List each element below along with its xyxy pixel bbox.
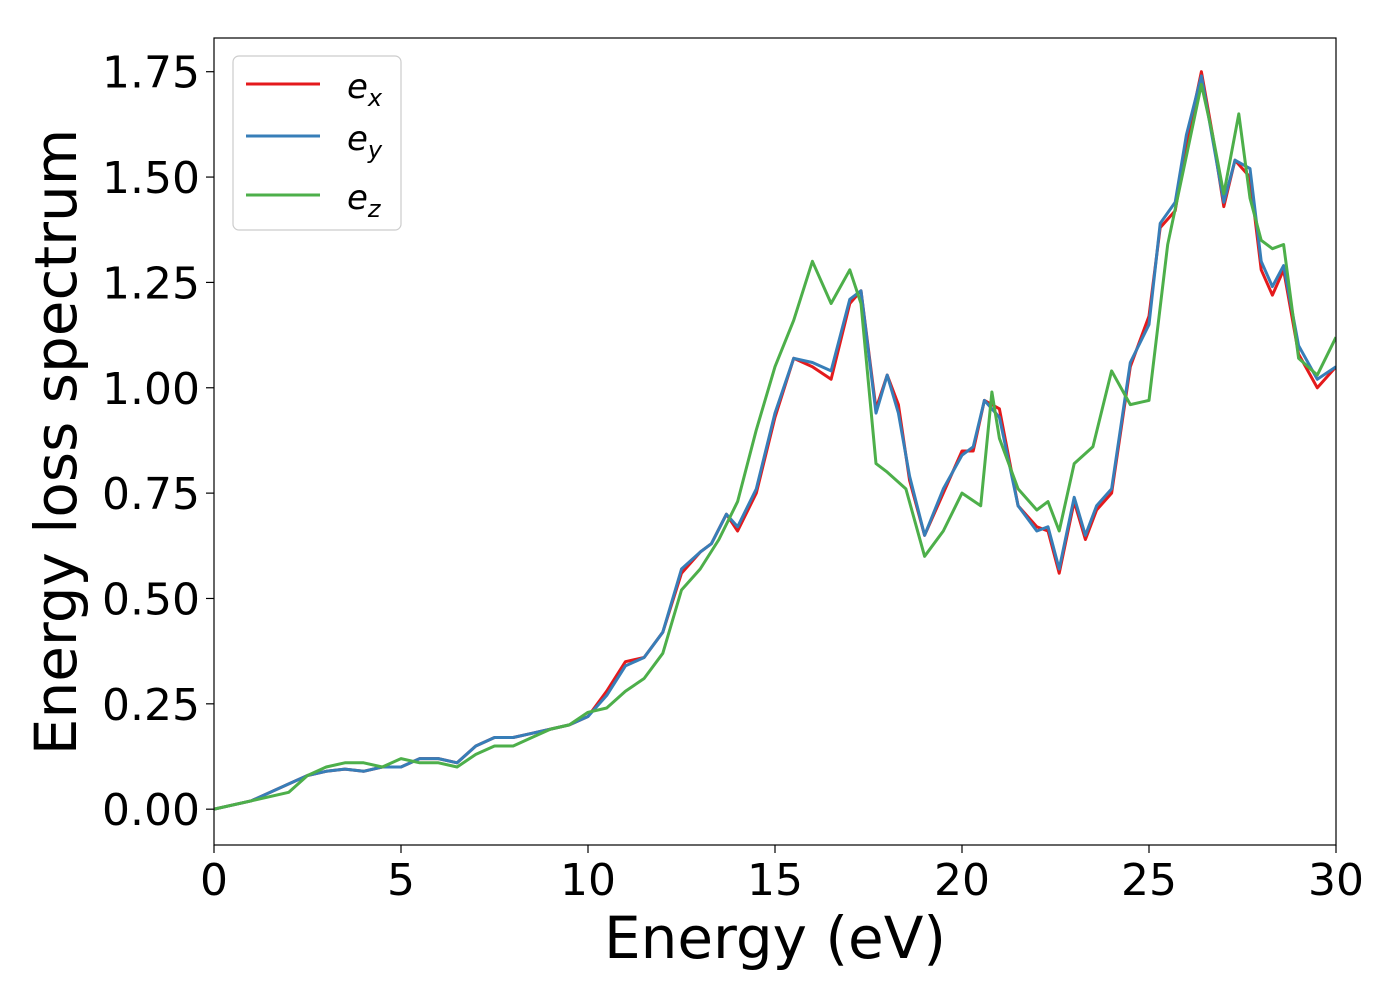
y-tick-label: 0.25 bbox=[102, 680, 200, 731]
x-axis-label: Energy (eV) bbox=[604, 904, 946, 972]
y-tick-label: 1.25 bbox=[102, 258, 200, 309]
y-tick-label: 1.00 bbox=[102, 364, 200, 415]
x-tick-label: 20 bbox=[934, 855, 990, 906]
legend-label-x: ex bbox=[347, 67, 383, 112]
series-line-z bbox=[214, 82, 1336, 811]
x-axis: 0 5 10 15 20 25 30 bbox=[200, 845, 1364, 906]
y-tick-label: 1.75 bbox=[102, 48, 200, 99]
y-tick-label: 1.50 bbox=[102, 153, 200, 204]
x-tick-label: 25 bbox=[1121, 855, 1177, 906]
x-tick-label: 30 bbox=[1308, 855, 1364, 906]
y-tick-label: 0.00 bbox=[102, 785, 200, 836]
x-tick-label: 5 bbox=[387, 855, 415, 906]
plot-area bbox=[214, 70, 1336, 811]
x-tick-label: 15 bbox=[747, 855, 803, 906]
x-tick-label: 10 bbox=[560, 855, 616, 906]
legend-label-z: ez bbox=[347, 178, 382, 223]
legend-label-y: ey bbox=[347, 119, 383, 164]
y-tick-label: 0.75 bbox=[102, 469, 200, 520]
y-tick-label: 0.50 bbox=[102, 574, 200, 625]
legend-box bbox=[232, 55, 402, 231]
legend: ex ey ez bbox=[232, 55, 402, 231]
x-tick-label: 0 bbox=[200, 855, 228, 906]
y-axis: 0.00 0.25 0.50 0.75 1.00 1.25 1.50 1.75 bbox=[102, 48, 214, 836]
series-line-y bbox=[214, 74, 1336, 811]
y-axis-label: Energy loss spectrum bbox=[22, 129, 90, 755]
